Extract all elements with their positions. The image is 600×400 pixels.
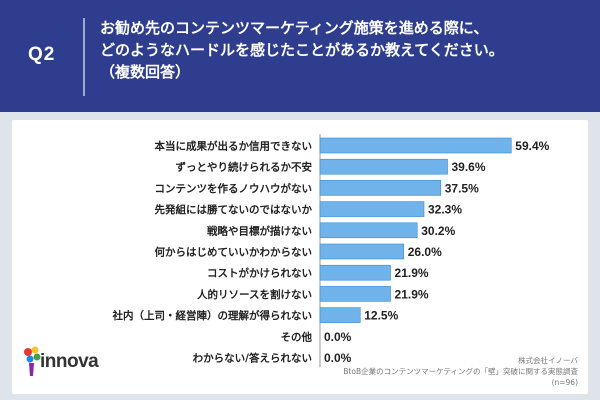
value-label: 32.3%	[428, 203, 462, 217]
question-text: お勧め先のコンテンツマーケティング施策を進める際に、 どのようなハードルを感じた…	[100, 17, 590, 83]
bar	[319, 158, 448, 175]
category-label: ずっとやり続けられるか不安	[176, 161, 313, 174]
bar	[319, 264, 391, 281]
innova-logo-icon	[24, 346, 41, 376]
value-label: 30.2%	[421, 224, 455, 238]
category-label: 戦略や目標が描けない	[207, 224, 312, 237]
bar	[319, 137, 512, 154]
category-label: コンテンツを作るノウハウがない	[155, 182, 313, 195]
category-label: 先発組には勝てないのではないか	[155, 203, 313, 216]
bar	[319, 243, 405, 260]
bar	[319, 307, 361, 323]
question-line-2: どのようなハードルを感じたことがあるか教えてください。	[100, 41, 504, 59]
value-label: 59.4%	[515, 139, 549, 153]
category-label: わからない/答えられない	[193, 352, 312, 365]
value-label: 21.9%	[395, 266, 429, 280]
category-label: コストがかけられない	[207, 267, 312, 280]
source-company: 株式会社イノーバ	[518, 356, 578, 365]
question-header: Q2 お勧め先のコンテンツマーケティング施策を進める際に、 どのようなハードルを…	[0, 0, 600, 112]
bar	[319, 201, 425, 217]
value-label: 37.5%	[445, 181, 479, 195]
question-number: Q2	[28, 44, 56, 65]
question-line-3: （複数回答）	[100, 63, 191, 81]
category-label: 人的リソースを割けない	[197, 288, 312, 301]
brand-logo-text: innova	[40, 351, 99, 372]
bar	[319, 222, 418, 239]
value-label: 39.6%	[452, 160, 486, 174]
bar	[319, 180, 442, 196]
value-label: 26.0%	[408, 245, 442, 259]
header-divider	[83, 18, 85, 96]
chart-card	[12, 120, 588, 394]
value-label: 12.5%	[364, 309, 398, 323]
bar	[319, 286, 391, 302]
value-label: 0.0%	[324, 330, 352, 344]
source-survey: BtoB企業のコンテンツマーケティングの「壁」突破に関する実態調査	[343, 367, 578, 376]
category-label: その他	[281, 330, 313, 343]
value-label: 21.9%	[395, 287, 429, 301]
question-line-1: お勧め先のコンテンツマーケティング施策を進める際に、	[100, 19, 489, 37]
category-label: 本当に成果が出るか信用できない	[155, 140, 313, 153]
source-n: (n=96)	[551, 378, 578, 387]
value-label: 0.0%	[324, 351, 352, 365]
category-label: 社内（上司・経営陣）の理解が得られない	[112, 309, 313, 322]
category-label: 何からはじめていいかわからない	[155, 246, 313, 259]
source-note: 株式会社イノーバ BtoB企業のコンテンツマーケティングの「壁」突破に関する実態…	[343, 355, 578, 388]
